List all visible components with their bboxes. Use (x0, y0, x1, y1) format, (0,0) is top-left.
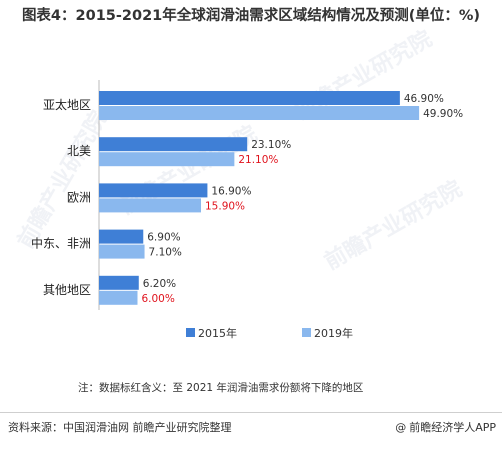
credit: @ 前瞻经济学人APP (395, 419, 496, 435)
data-label: 6.20% (143, 278, 176, 290)
legend-swatch (302, 328, 311, 337)
bar-2019 (99, 152, 235, 167)
data-label: 6.90% (147, 232, 180, 244)
bar-2019 (99, 106, 420, 120)
chart-note: 注：数据标红含义：至 2021 年润滑油需求份额将下降的地区 (78, 382, 364, 394)
data-label: 6.00% (141, 293, 174, 305)
legend-label: 2015年 (198, 326, 237, 340)
category-label: 欧洲 (67, 190, 91, 204)
data-label: 46.90% (404, 93, 444, 105)
source-text: 资料来源：中国润滑油网 前瞻产业研究院整理 (8, 421, 232, 434)
bar-2015 (99, 275, 139, 290)
legend-label: 2019年 (314, 326, 353, 340)
bar-2015 (99, 229, 144, 244)
data-label: 21.10% (238, 154, 278, 166)
bar-2019 (99, 290, 138, 305)
at-icon: @ (395, 420, 407, 434)
data-label: 16.90% (211, 185, 251, 197)
watermark-text: 前瞻产业研究院 (13, 107, 113, 253)
bar-2015 (99, 91, 400, 105)
data-label: 7.10% (149, 247, 182, 259)
footer-divider (0, 412, 502, 413)
bar-2015 (99, 137, 248, 152)
category-label: 北美 (67, 144, 91, 158)
bar-2015 (99, 183, 208, 198)
watermark-text: 前瞻产业研究院 (320, 176, 466, 276)
bars-group: 亚太地区 46.90% 49.90% 北美 23.10% 21.10% 欧洲 16.90% 15… (31, 91, 463, 305)
data-label: 15.90% (205, 200, 245, 212)
bar-2019 (99, 198, 201, 213)
data-label: 23.10% (251, 139, 291, 151)
data-label: 49.90% (423, 108, 463, 120)
legend-swatch (186, 328, 195, 337)
category-label: 中东、非洲 (31, 236, 91, 251)
category-label: 其他地区 (43, 283, 91, 297)
legend: 2015年 2019年 (186, 326, 353, 340)
chart-title: 图表4：2015-2021年全球润滑油需求区域结构情况及预测(单位：%) (21, 8, 481, 24)
credit-text: 前瞻经济学人APP (409, 421, 496, 434)
category-label: 亚太地区 (43, 97, 91, 112)
bar-2019 (99, 244, 145, 259)
